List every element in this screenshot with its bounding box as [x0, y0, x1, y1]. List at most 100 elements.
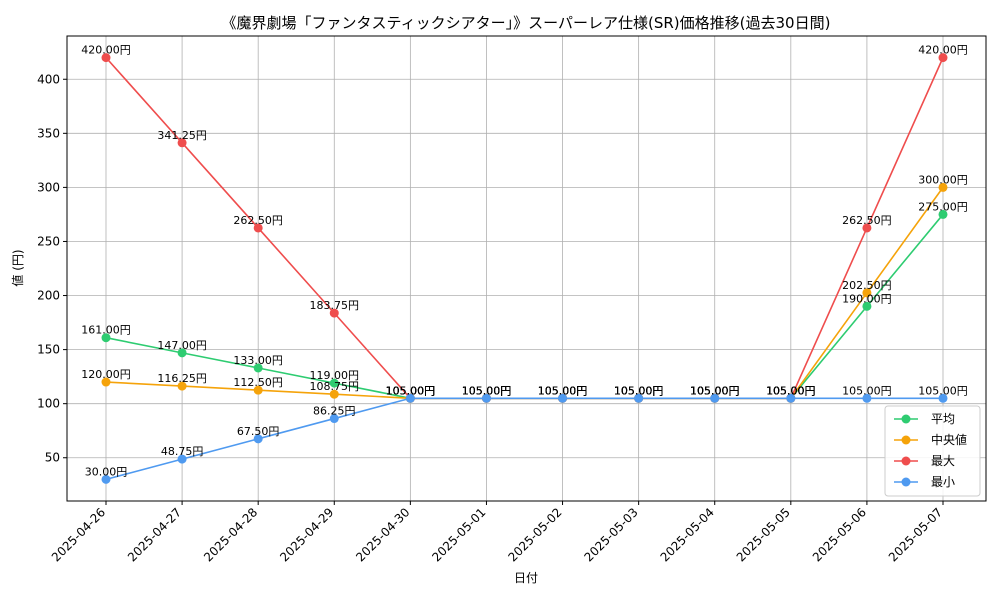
data-point: [329, 308, 339, 318]
data-point: [862, 301, 872, 311]
data-label: 341.25円: [157, 129, 207, 142]
data-point: [710, 393, 720, 403]
legend-label: 最小: [931, 475, 955, 489]
data-label: 105.00円: [462, 384, 512, 397]
series-line: [105, 397, 943, 481]
data-label: 262.50円: [842, 214, 892, 227]
data-point: [938, 393, 948, 403]
data-label: 183.75円: [310, 299, 360, 312]
data-point: [253, 385, 263, 395]
data-label: 105.00円: [690, 384, 740, 397]
x-tick-label: 2025-04-28: [201, 505, 260, 564]
data-label: 67.50円: [237, 425, 280, 438]
x-tick-label: 2025-05-01: [429, 505, 488, 564]
data-label: 105.00円: [614, 384, 664, 397]
x-tick-label: 2025-04-30: [353, 505, 412, 564]
data-label: 105.00円: [614, 384, 664, 397]
legend-marker: [901, 435, 911, 445]
data-point: [634, 393, 644, 403]
legend-marker: [901, 456, 911, 466]
data-point: [862, 393, 872, 403]
data-point: [329, 378, 339, 388]
data-point: [938, 53, 948, 63]
x-tick-label: 2025-05-07: [886, 505, 945, 564]
data-point: [405, 393, 415, 403]
data-label: 105.00円: [766, 384, 816, 397]
data-point: [253, 434, 263, 444]
data-point: [253, 363, 263, 373]
x-axis-label: 日付: [514, 571, 538, 585]
data-label: 105.00円: [462, 384, 512, 397]
legend-label: 最大: [931, 454, 955, 468]
data-point: [177, 138, 187, 148]
data-label: 161.00円: [81, 324, 131, 337]
data-point: [862, 288, 872, 298]
data-label: 105.00円: [538, 384, 588, 397]
y-axis: 50 100 150 200 250 300 350 400: [37, 72, 67, 465]
y-tick-label: 200: [37, 289, 60, 303]
data-point: [481, 393, 491, 403]
series-line: [105, 213, 944, 400]
data-label: 105.00円: [918, 384, 968, 397]
x-tick-label: 2025-05-02: [505, 505, 564, 564]
series-1: [101, 182, 948, 403]
data-label: 300.00円: [918, 173, 968, 186]
legend-label: 平均: [931, 412, 955, 426]
x-tick-label: 2025-05-06: [810, 505, 869, 564]
data-label: 105.00円: [690, 384, 740, 397]
data-label: 262.50円: [233, 214, 283, 227]
data-label: 105.00円: [462, 384, 512, 397]
data-point: [329, 414, 339, 424]
series-3: [101, 393, 948, 484]
data-point: [101, 333, 111, 343]
data-label: 420.00円: [918, 44, 968, 57]
data-label: 105.00円: [386, 384, 436, 397]
data-point: [558, 393, 568, 403]
data-label: 120.00円: [81, 368, 131, 381]
data-label: 105.00円: [766, 384, 816, 397]
data-label: 202.50円: [842, 279, 892, 292]
y-tick-label: 100: [37, 397, 60, 411]
y-tick-label: 400: [37, 72, 60, 86]
x-axis: 2025-04-26 2025-04-27 2025-04-28 2025-04-29…: [49, 501, 945, 564]
data-point: [786, 393, 796, 403]
legend-label: 中央値: [931, 432, 967, 447]
data-label: 112.50円: [233, 376, 283, 389]
data-label: 86.25円: [313, 405, 356, 418]
x-tick-label: 2025-05-05: [734, 505, 793, 564]
x-tick-label: 2025-04-29: [277, 505, 336, 564]
y-tick-label: 250: [37, 234, 60, 248]
data-point: [177, 381, 187, 391]
data-label: 147.00円: [157, 339, 207, 352]
data-point: [938, 182, 948, 192]
data-point: [862, 223, 872, 233]
data-point: [938, 209, 948, 219]
data-labels: 161.00円 147.00円 133.00円 119.00円 105.00円 105.0…: [81, 44, 968, 479]
data-label: 105.00円: [538, 384, 588, 397]
data-label: 105.00円: [386, 384, 436, 397]
y-axis-label: 値 (円): [10, 249, 25, 286]
data-label: 105.00円: [766, 384, 816, 397]
data-point: [101, 474, 111, 484]
data-label: 420.00円: [81, 44, 131, 57]
grid: [67, 36, 986, 501]
data-label: 105.00円: [386, 384, 436, 397]
data-label: 48.75円: [161, 445, 204, 458]
data-point: [101, 53, 111, 63]
data-label: 105.00円: [842, 384, 892, 397]
data-label: 105.00円: [614, 384, 664, 397]
data-label: 108.75円: [310, 380, 360, 393]
chart-title: 《魔界劇場「ファンタスティックシアター」》スーパーレア仕様(SR)価格推移(過去…: [222, 14, 831, 32]
data-label: 105.00円: [614, 384, 664, 397]
data-label: 105.00円: [538, 384, 588, 397]
data-label: 133.00円: [233, 354, 283, 367]
y-tick-label: 350: [37, 126, 60, 140]
legend-box: [884, 405, 981, 497]
legend-marker: [901, 414, 911, 424]
series-0: [101, 209, 948, 403]
legend-item: 最大: [894, 454, 955, 468]
data-label: 105.00円: [462, 384, 512, 397]
data-label: 119.00円: [310, 369, 360, 382]
